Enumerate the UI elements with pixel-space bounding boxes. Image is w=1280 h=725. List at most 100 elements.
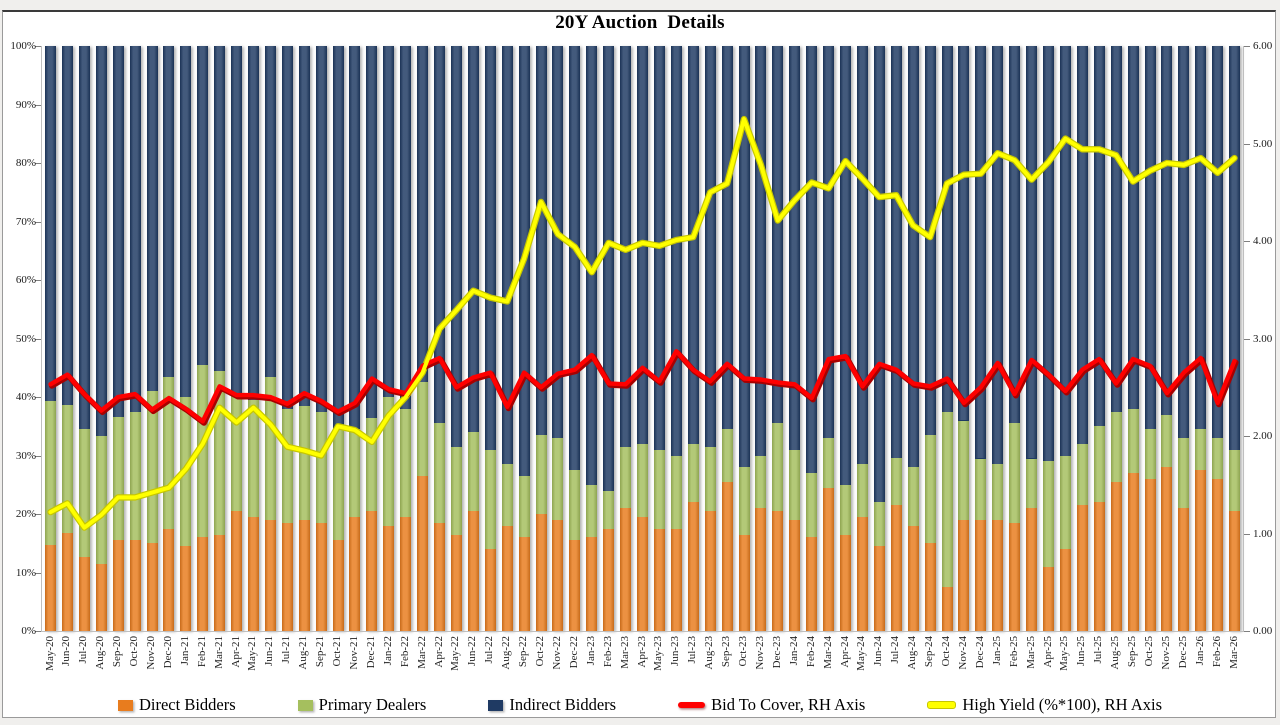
segment-primary-dealers: [1229, 449, 1240, 512]
segment-primary-dealers: [518, 476, 530, 538]
segment-primary-dealers: [383, 397, 395, 526]
segment-primary-dealers: [873, 502, 885, 547]
segment-primary-dealers: [890, 458, 902, 506]
segment-direct-bidders: [1161, 467, 1173, 631]
segment-indirect-bidders: [789, 46, 801, 450]
segment-primary-dealers: [95, 435, 107, 564]
bar-stack: [721, 46, 733, 631]
segment-direct-bidders: [146, 543, 158, 631]
bar-stack: [603, 46, 615, 631]
bar-stack: [840, 46, 851, 631]
segment-indirect-bidders: [975, 46, 987, 459]
segment-direct-bidders: [1127, 473, 1139, 631]
segment-direct-bidders: [61, 533, 73, 631]
segment-primary-dealers: [298, 405, 310, 520]
bar-stack: [197, 46, 209, 631]
segment-primary-dealers: [400, 408, 412, 517]
segment-primary-dealers: [687, 443, 699, 503]
bar-stack: [434, 46, 445, 631]
segment-direct-bidders: [873, 546, 885, 631]
x-axis-label: Jan-23: [584, 636, 597, 666]
segment-indirect-bidders: [890, 46, 902, 459]
left-axis-tick-label: 40%: [15, 391, 36, 403]
x-axis-label: Aug-25: [1109, 636, 1122, 670]
segment-direct-bidders: [586, 537, 598, 631]
bar-stack: [941, 46, 953, 631]
segment-direct-bidders: [738, 534, 750, 631]
segment-primary-dealers: [349, 429, 361, 517]
x-axis-label: Mar-23: [618, 636, 631, 669]
segment-direct-bidders: [907, 525, 919, 631]
segment-primary-dealers: [484, 449, 496, 550]
bar-stack: [484, 46, 496, 631]
x-axis-label: Feb-23: [601, 636, 614, 668]
x-axis-label: Jul-24: [889, 636, 902, 664]
bar-stack: [1195, 46, 1207, 631]
legend-swatch-line: [927, 701, 957, 709]
left-axis-tick-label: 70%: [15, 215, 36, 228]
x-axis-label: Jul-23: [686, 636, 699, 664]
segment-primary-dealers: [941, 411, 953, 588]
x-axis-label: Jun-25: [1075, 636, 1088, 666]
segment-direct-bidders: [603, 528, 615, 631]
segment-direct-bidders: [840, 534, 851, 631]
segment-indirect-bidders: [467, 46, 479, 433]
segment-indirect-bidders: [704, 46, 716, 447]
x-axis-label: Sep-21: [314, 636, 327, 668]
x-axis-label: Nov-21: [347, 636, 360, 670]
left-axis-tick-label: 100%: [10, 40, 36, 52]
left-axis-tick: [35, 46, 41, 47]
segment-indirect-bidders: [738, 46, 750, 468]
left-axis-tick: [35, 104, 41, 106]
bar-stack: [146, 46, 158, 631]
chart-title: 20Y Auction Details: [555, 12, 725, 33]
x-axis-label: Apr-22: [432, 636, 445, 668]
segment-indirect-bidders: [298, 46, 310, 406]
x-axis-label: Jul-20: [77, 636, 90, 664]
bar-stack: [467, 46, 479, 631]
segment-primary-dealers: [1093, 426, 1105, 503]
segment-direct-bidders: [569, 540, 581, 631]
segment-direct-bidders: [417, 476, 429, 631]
legend-swatch-rect: [488, 699, 504, 711]
segment-primary-dealers: [1195, 429, 1207, 471]
segment-indirect-bidders: [95, 46, 107, 436]
segment-indirect-bidders: [840, 46, 851, 485]
segment-indirect-bidders: [1144, 46, 1156, 430]
segment-direct-bidders: [653, 528, 665, 631]
segment-primary-dealers: [1076, 443, 1088, 506]
x-axis-label: Aug-23: [703, 636, 716, 670]
segment-direct-bidders: [941, 587, 953, 631]
segment-direct-bidders: [467, 511, 479, 631]
right-axis-tick: [1244, 338, 1250, 340]
legend-label: Primary Dealers: [318, 695, 427, 714]
segment-primary-dealers: [1212, 438, 1224, 479]
bar-stack: [332, 46, 344, 631]
bar-stack: [112, 46, 124, 631]
segment-indirect-bidders: [1043, 46, 1054, 462]
segment-indirect-bidders: [383, 46, 395, 397]
segment-indirect-bidders: [146, 46, 158, 392]
segment-primary-dealers: [1178, 438, 1190, 509]
x-axis-label: May-23: [652, 636, 665, 671]
segment-direct-bidders: [264, 519, 276, 631]
segment-indirect-bidders: [823, 46, 835, 438]
bar-stack: [1009, 46, 1021, 631]
segment-indirect-bidders: [806, 46, 818, 473]
bar-stack: [61, 46, 73, 631]
segment-primary-dealers: [1026, 458, 1038, 509]
segment-direct-bidders: [298, 519, 310, 631]
segment-primary-dealers: [1144, 429, 1156, 479]
bar-stack: [535, 46, 547, 631]
segment-primary-dealers: [856, 464, 868, 517]
segment-indirect-bidders: [1127, 46, 1139, 409]
x-axis-label: Apr-23: [635, 636, 648, 668]
segment-direct-bidders: [552, 519, 564, 631]
segment-indirect-bidders: [78, 46, 90, 429]
segment-indirect-bidders: [180, 46, 192, 397]
right-axis-tick: [1244, 241, 1250, 242]
bar-stack: [214, 46, 226, 631]
segment-primary-dealers: [992, 464, 1004, 520]
segment-primary-dealers: [315, 411, 327, 523]
x-axis-label: Mar-25: [1024, 636, 1037, 669]
